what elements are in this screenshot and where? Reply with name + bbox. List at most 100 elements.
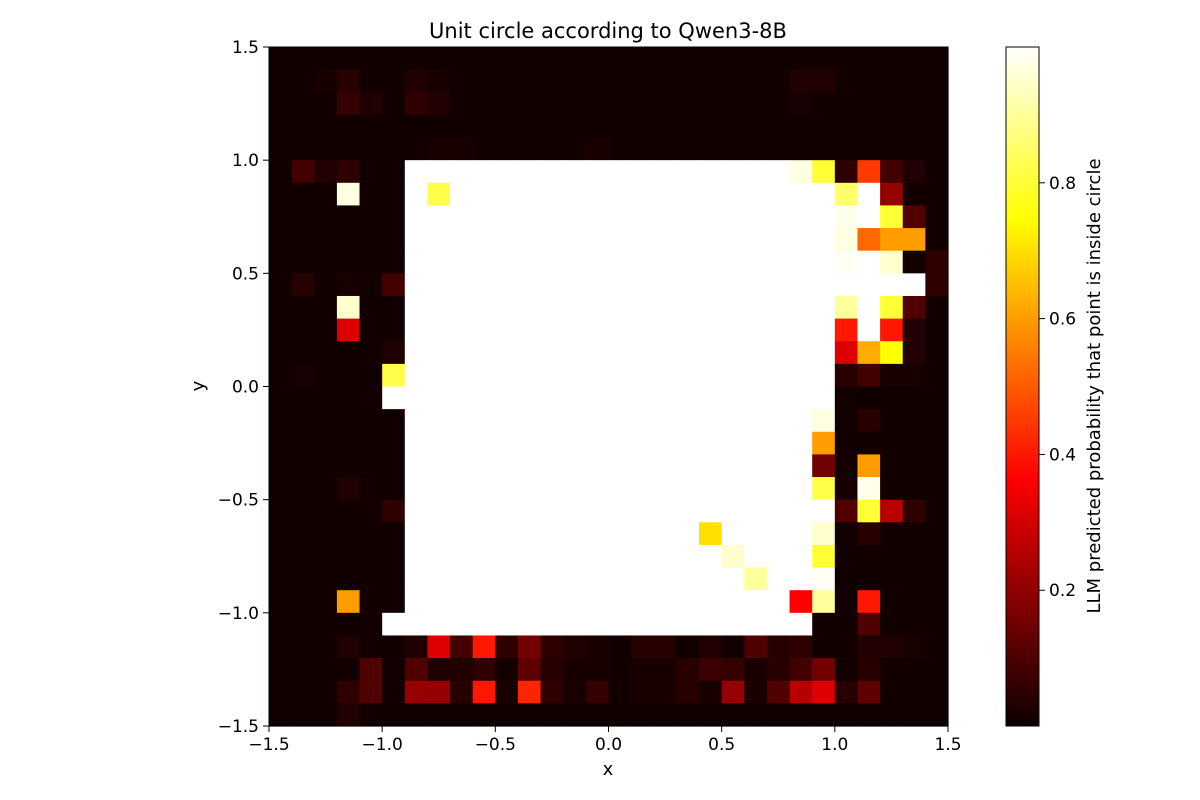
heatmap-cells — [269, 47, 949, 727]
heatmap-cell — [495, 590, 519, 614]
heatmap-cell — [608, 160, 632, 184]
heatmap-cell — [699, 205, 723, 229]
heatmap-cell — [902, 250, 926, 274]
y-tick-label: −1.5 — [218, 717, 259, 737]
heatmap-cell — [857, 341, 881, 365]
heatmap-cell — [721, 499, 745, 523]
heatmap-cell — [789, 431, 813, 455]
heatmap-cell — [314, 318, 338, 342]
heatmap-cell — [540, 341, 564, 365]
heatmap-cell — [721, 409, 745, 433]
heatmap-cell — [812, 114, 836, 139]
heatmap-cell — [789, 295, 813, 320]
heatmap-cell — [382, 205, 406, 229]
heatmap-cell — [269, 612, 293, 637]
heatmap-cell — [721, 250, 745, 274]
heatmap-cell — [269, 114, 293, 139]
heatmap-cell — [585, 92, 610, 116]
heatmap-cell — [336, 703, 361, 727]
heatmap-cell — [359, 295, 383, 320]
heatmap-cell — [517, 47, 542, 71]
heatmap-cell — [517, 409, 542, 433]
heatmap-cell — [789, 205, 813, 229]
heatmap-cell — [653, 47, 677, 71]
heatmap-cell — [427, 612, 451, 637]
y-tick-label: 1.0 — [232, 151, 259, 171]
heatmap-cell — [653, 69, 677, 93]
heatmap-cell — [653, 205, 677, 229]
heatmap-cell — [359, 137, 383, 161]
heatmap-cell — [902, 47, 926, 71]
heatmap-cell — [495, 47, 519, 71]
heatmap-cell — [880, 341, 904, 365]
heatmap-cell — [631, 431, 655, 455]
heatmap-cell — [450, 69, 474, 93]
heatmap-cell — [336, 228, 361, 252]
heatmap-cell — [336, 431, 361, 455]
heatmap-cell — [563, 341, 587, 365]
heatmap-cell — [631, 47, 655, 71]
heatmap-cell — [517, 205, 542, 229]
heatmap-cell — [495, 409, 519, 433]
heatmap-cell — [269, 499, 293, 523]
heatmap-cell — [314, 612, 338, 637]
heatmap-cell — [744, 590, 768, 614]
heatmap-cell — [269, 250, 293, 274]
heatmap-cell — [585, 295, 610, 320]
heatmap-cell — [744, 680, 768, 704]
heatmap-cell — [427, 703, 451, 727]
heatmap-cell — [359, 363, 383, 388]
heatmap-cell — [404, 409, 429, 433]
heatmap-cell — [676, 69, 700, 93]
heatmap-cell — [676, 522, 700, 546]
heatmap-cell — [902, 477, 926, 501]
heatmap-cell — [766, 567, 791, 591]
x-axis-ticks: −1.5 −1.0 −0.5 0.0 0.5 1.0 1.5 — [248, 726, 962, 755]
heatmap-cell — [427, 205, 451, 229]
heatmap-cell — [472, 273, 496, 297]
heatmap-cell — [359, 522, 383, 546]
heatmap-cell — [902, 182, 926, 207]
heatmap-cell — [585, 454, 610, 478]
heatmap-cell — [517, 114, 542, 139]
heatmap-cell — [789, 680, 813, 704]
heatmap-cell — [834, 273, 859, 297]
heatmap-cell — [925, 295, 949, 320]
heatmap-cell — [540, 295, 564, 320]
heatmap-cell — [721, 658, 745, 682]
heatmap-cell — [766, 431, 791, 455]
heatmap-cell — [314, 205, 338, 229]
heatmap-cell — [540, 454, 564, 478]
heatmap-cell — [789, 522, 813, 546]
heatmap-cell — [540, 703, 564, 727]
heatmap-cell — [608, 92, 632, 116]
heatmap-cell — [766, 522, 791, 546]
heatmap-cell — [450, 205, 474, 229]
heatmap-cell — [857, 273, 881, 297]
heatmap-cell — [676, 612, 700, 637]
heatmap-cell — [495, 205, 519, 229]
heatmap-cell — [404, 680, 429, 704]
heatmap-cell — [744, 228, 768, 252]
heatmap-cell — [880, 69, 904, 93]
heatmap-cell — [699, 160, 723, 184]
heatmap-cell — [585, 567, 610, 591]
heatmap-cell — [812, 454, 836, 478]
heatmap-cell — [517, 499, 542, 523]
heatmap-cell — [676, 544, 700, 569]
heatmap-cell — [336, 386, 361, 410]
heatmap-cell — [517, 69, 542, 93]
heatmap-cell — [902, 703, 926, 727]
colorbar — [1005, 46, 1040, 727]
heatmap-cell — [812, 341, 836, 365]
y-axis-ticks: 1.5 1.0 0.5 0.0 −0.5 −1.0 −1.5 — [218, 38, 269, 737]
heatmap-cell — [291, 409, 315, 433]
heatmap-cell — [744, 160, 768, 184]
heatmap-cell — [631, 205, 655, 229]
heatmap-cell — [880, 228, 904, 252]
heatmap-cell — [902, 69, 926, 93]
colorbar-tick-label: 0.8 — [1049, 174, 1076, 194]
heatmap-cell — [427, 137, 451, 161]
heatmap-cell — [812, 205, 836, 229]
heatmap-cell — [291, 499, 315, 523]
